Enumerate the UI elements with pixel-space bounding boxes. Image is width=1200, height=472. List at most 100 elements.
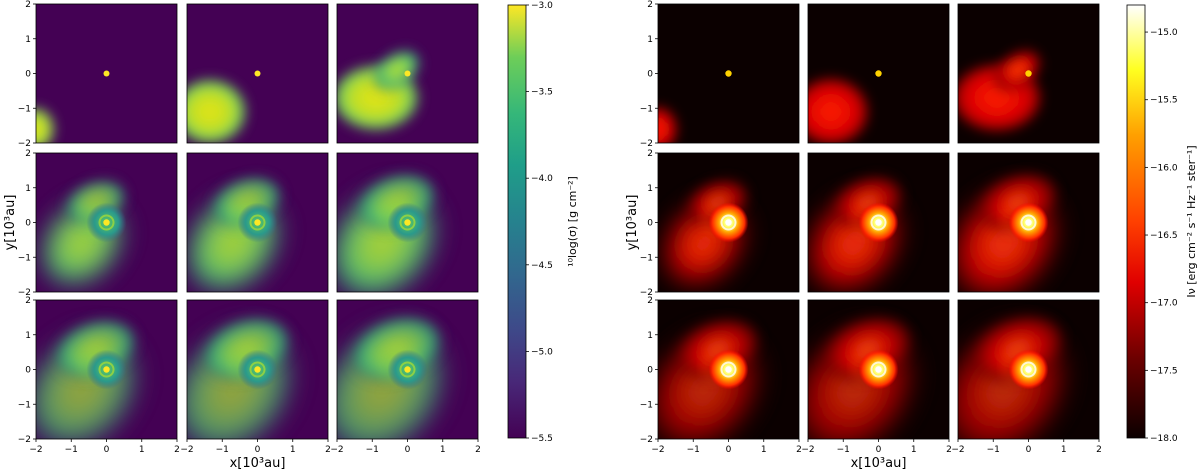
- x-tick-label: 2: [946, 445, 952, 455]
- star-marker: [103, 70, 110, 77]
- colorbar-tick-label: −4.5: [531, 261, 553, 271]
- star-marker: [875, 219, 882, 226]
- y-tick-label: 1: [25, 184, 31, 194]
- star-marker: [404, 366, 411, 373]
- y-axis-title: y[10³au]: [625, 195, 640, 251]
- star-marker: [1025, 219, 1032, 226]
- colorbar-tick-label: −5.5: [531, 434, 553, 444]
- y-tick-label: −2: [640, 435, 653, 445]
- colorbar-tick-label: −15.0: [1150, 28, 1178, 38]
- y-tick-label: 0: [647, 70, 653, 80]
- y-tick-label: −2: [18, 139, 31, 149]
- x-tick-label: −2: [951, 445, 964, 455]
- colorbar-tick-label: −15.5: [1150, 96, 1178, 106]
- y-tick-label: −2: [18, 288, 31, 298]
- y-tick-label: 2: [25, 296, 31, 306]
- x-tick-label: 1: [290, 445, 296, 455]
- y-tick-label: −1: [18, 253, 31, 263]
- gas-clump: [36, 106, 56, 143]
- panel-surface-density-2: [187, 4, 328, 143]
- star-marker: [103, 366, 110, 373]
- x-tick-label: 0: [876, 445, 882, 455]
- panel-intensity-6: [958, 153, 1099, 292]
- y-tick-label: 0: [25, 219, 31, 229]
- colorbar-tick-label: −3.0: [531, 1, 553, 11]
- star-marker: [404, 70, 411, 77]
- inner-ring: [249, 361, 266, 378]
- x-tick-label: 1: [139, 445, 145, 455]
- panel-frame: [186, 152, 329, 293]
- x-tick-label: −2: [651, 445, 664, 455]
- y-tick-label: 2: [647, 296, 653, 306]
- x-tick-label: −1: [366, 445, 379, 455]
- x-tick-label: −1: [65, 445, 78, 455]
- y-tick-label: 2: [647, 149, 653, 159]
- inner-ring: [249, 214, 266, 231]
- panel-frame: [807, 3, 950, 144]
- x-tick-label: 0: [255, 445, 261, 455]
- inner-ring: [1020, 361, 1037, 378]
- y-tick-label: −1: [18, 400, 31, 410]
- panel-frame: [807, 152, 950, 293]
- y-tick-label: 2: [25, 149, 31, 159]
- x-tick-label: 2: [475, 445, 481, 455]
- panel-surface-density-6: [337, 153, 478, 292]
- x-axis-title: x[10³au]: [230, 456, 286, 471]
- star-marker: [875, 366, 882, 373]
- x-tick-label: 1: [440, 445, 446, 455]
- colorbar: [507, 4, 527, 439]
- colorbar-tick-label: −4.0: [531, 174, 553, 184]
- panel-surface-density-7: [36, 300, 177, 439]
- panel-frame: [957, 3, 1100, 144]
- x-tick-label: −2: [180, 445, 193, 455]
- colorbar: [1126, 4, 1146, 439]
- inner-ring: [399, 214, 416, 231]
- gas-clump: [187, 76, 249, 143]
- colorbar-tick-label: −5.0: [531, 347, 553, 357]
- x-axis-title: x[10³au]: [851, 456, 907, 471]
- colorbar-tick-label: −18.0: [1150, 434, 1178, 444]
- y-tick-label: 2: [25, 0, 31, 10]
- panel-intensity-3: [958, 4, 1099, 143]
- panel-surface-density-4: [36, 153, 177, 292]
- x-tick-label: −1: [987, 445, 1000, 455]
- colorbar-tick-label: −17.5: [1150, 366, 1178, 376]
- star-marker: [254, 219, 261, 226]
- x-tick-label: 0: [1026, 445, 1032, 455]
- star-marker: [1025, 70, 1032, 77]
- x-tick-label: −2: [29, 445, 42, 455]
- y-tick-label: 1: [25, 35, 31, 45]
- panel-frame: [957, 152, 1100, 293]
- x-tick-label: 2: [1096, 445, 1102, 455]
- colorbars: −3.0 −3.5 −4.0 −4.5 −5.0 −5.5 ¹⁰log(σ) [g cm⁻²…: [507, 1, 1198, 444]
- panel-grids: [35, 3, 1100, 440]
- panel-frame: [336, 3, 479, 144]
- star-marker: [725, 366, 732, 373]
- y-tick-label: 1: [647, 331, 653, 341]
- x-tick-label: 0: [726, 445, 732, 455]
- x-tick-label: 2: [325, 445, 331, 455]
- colorbar-tick-label: −17.0: [1150, 299, 1178, 309]
- x-tick-label: 0: [104, 445, 110, 455]
- panel-surface-density-5: [187, 153, 328, 292]
- star-marker: [875, 70, 882, 77]
- panel-intensity-8: [808, 300, 949, 439]
- colorbar-label: Iν [erg cm⁻² s⁻¹ Hz⁻¹ ster⁻¹]: [1185, 145, 1198, 297]
- x-tick-label: 1: [761, 445, 767, 455]
- panel-intensity-9: [958, 300, 1099, 439]
- colorbar-tick-label: −16.0: [1150, 163, 1178, 173]
- inner-ring: [870, 361, 887, 378]
- gas-tail: [992, 48, 1044, 92]
- inner-ring: [720, 214, 737, 231]
- inner-ring: [98, 361, 115, 378]
- x-tick-label: −1: [687, 445, 700, 455]
- y-tick-label: 0: [25, 70, 31, 80]
- y-tick-label: −1: [640, 253, 653, 263]
- colorbar-tick-label: −16.5: [1150, 231, 1178, 241]
- colorbar-label: ¹⁰log(σ) [g cm⁻²]: [566, 176, 579, 267]
- y-tick-label: 2: [647, 0, 653, 10]
- inner-ring: [98, 214, 115, 231]
- inner-ring: [870, 214, 887, 231]
- panel-intensity-1: [658, 4, 799, 143]
